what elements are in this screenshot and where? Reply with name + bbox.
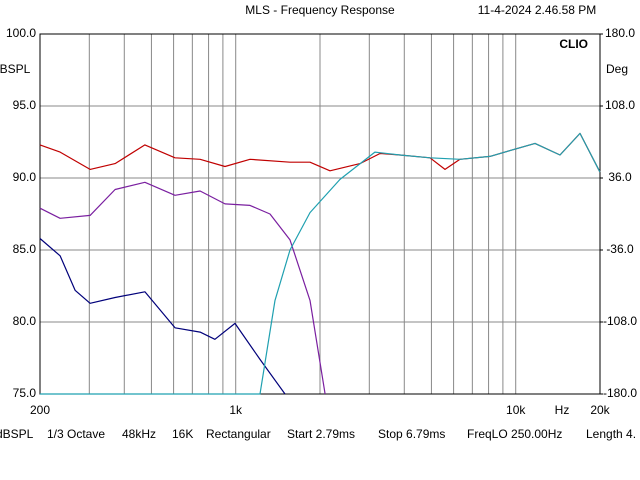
x-tick-label: 1k: [229, 403, 243, 417]
series-line: [39, 238, 286, 395]
y-tick-label: 90.0: [13, 170, 37, 184]
x-axis-label: Hz: [555, 403, 570, 417]
footer-item: 48kHz: [122, 427, 156, 441]
chart-title: MLS - Frequency Response: [245, 3, 395, 17]
y2-tick-label: -36.0: [606, 242, 634, 256]
y-tick-label: 85.0: [13, 242, 37, 256]
footer-item: 1/3 Octave: [47, 427, 105, 441]
y2-tick-label: -108.0: [603, 314, 637, 328]
plot-frame: [39, 33, 601, 395]
x-tick-label: 10k: [506, 403, 526, 417]
x-tick-label: 200: [30, 403, 50, 417]
footer-item: dBSPL: [0, 427, 34, 441]
y2-tick-label: 108.0: [605, 98, 635, 112]
series-line: [39, 181, 326, 395]
y-tick-label: 80.0: [13, 314, 37, 328]
y-tick-label: 100.0: [6, 26, 36, 40]
footer-item: 16K: [172, 427, 193, 441]
y2-tick-label: -180.0: [603, 386, 637, 400]
y-axis-label: dBSPL: [0, 62, 31, 76]
y2-tick-label: 180.0: [605, 26, 635, 40]
y2-axis-label: Deg: [606, 62, 628, 76]
footer-item: Length 4.: [586, 427, 636, 441]
y-tick-label: 95.0: [13, 98, 37, 112]
footer-item: FreqLO 250.00Hz: [467, 427, 562, 441]
footer-item: Start 2.79ms: [287, 427, 355, 441]
timestamp: 11-4-2024 2.46.58 PM: [478, 3, 597, 17]
x-tick-label: 20k: [590, 403, 610, 417]
y2-tick-label: 36.0: [608, 170, 632, 184]
footer-item: Rectangular: [206, 427, 271, 441]
y-tick-label: 75.0: [13, 386, 37, 400]
brand: CLIO: [559, 37, 588, 51]
footer-item: Stop 6.79ms: [378, 427, 445, 441]
series-line: [40, 132, 601, 395]
